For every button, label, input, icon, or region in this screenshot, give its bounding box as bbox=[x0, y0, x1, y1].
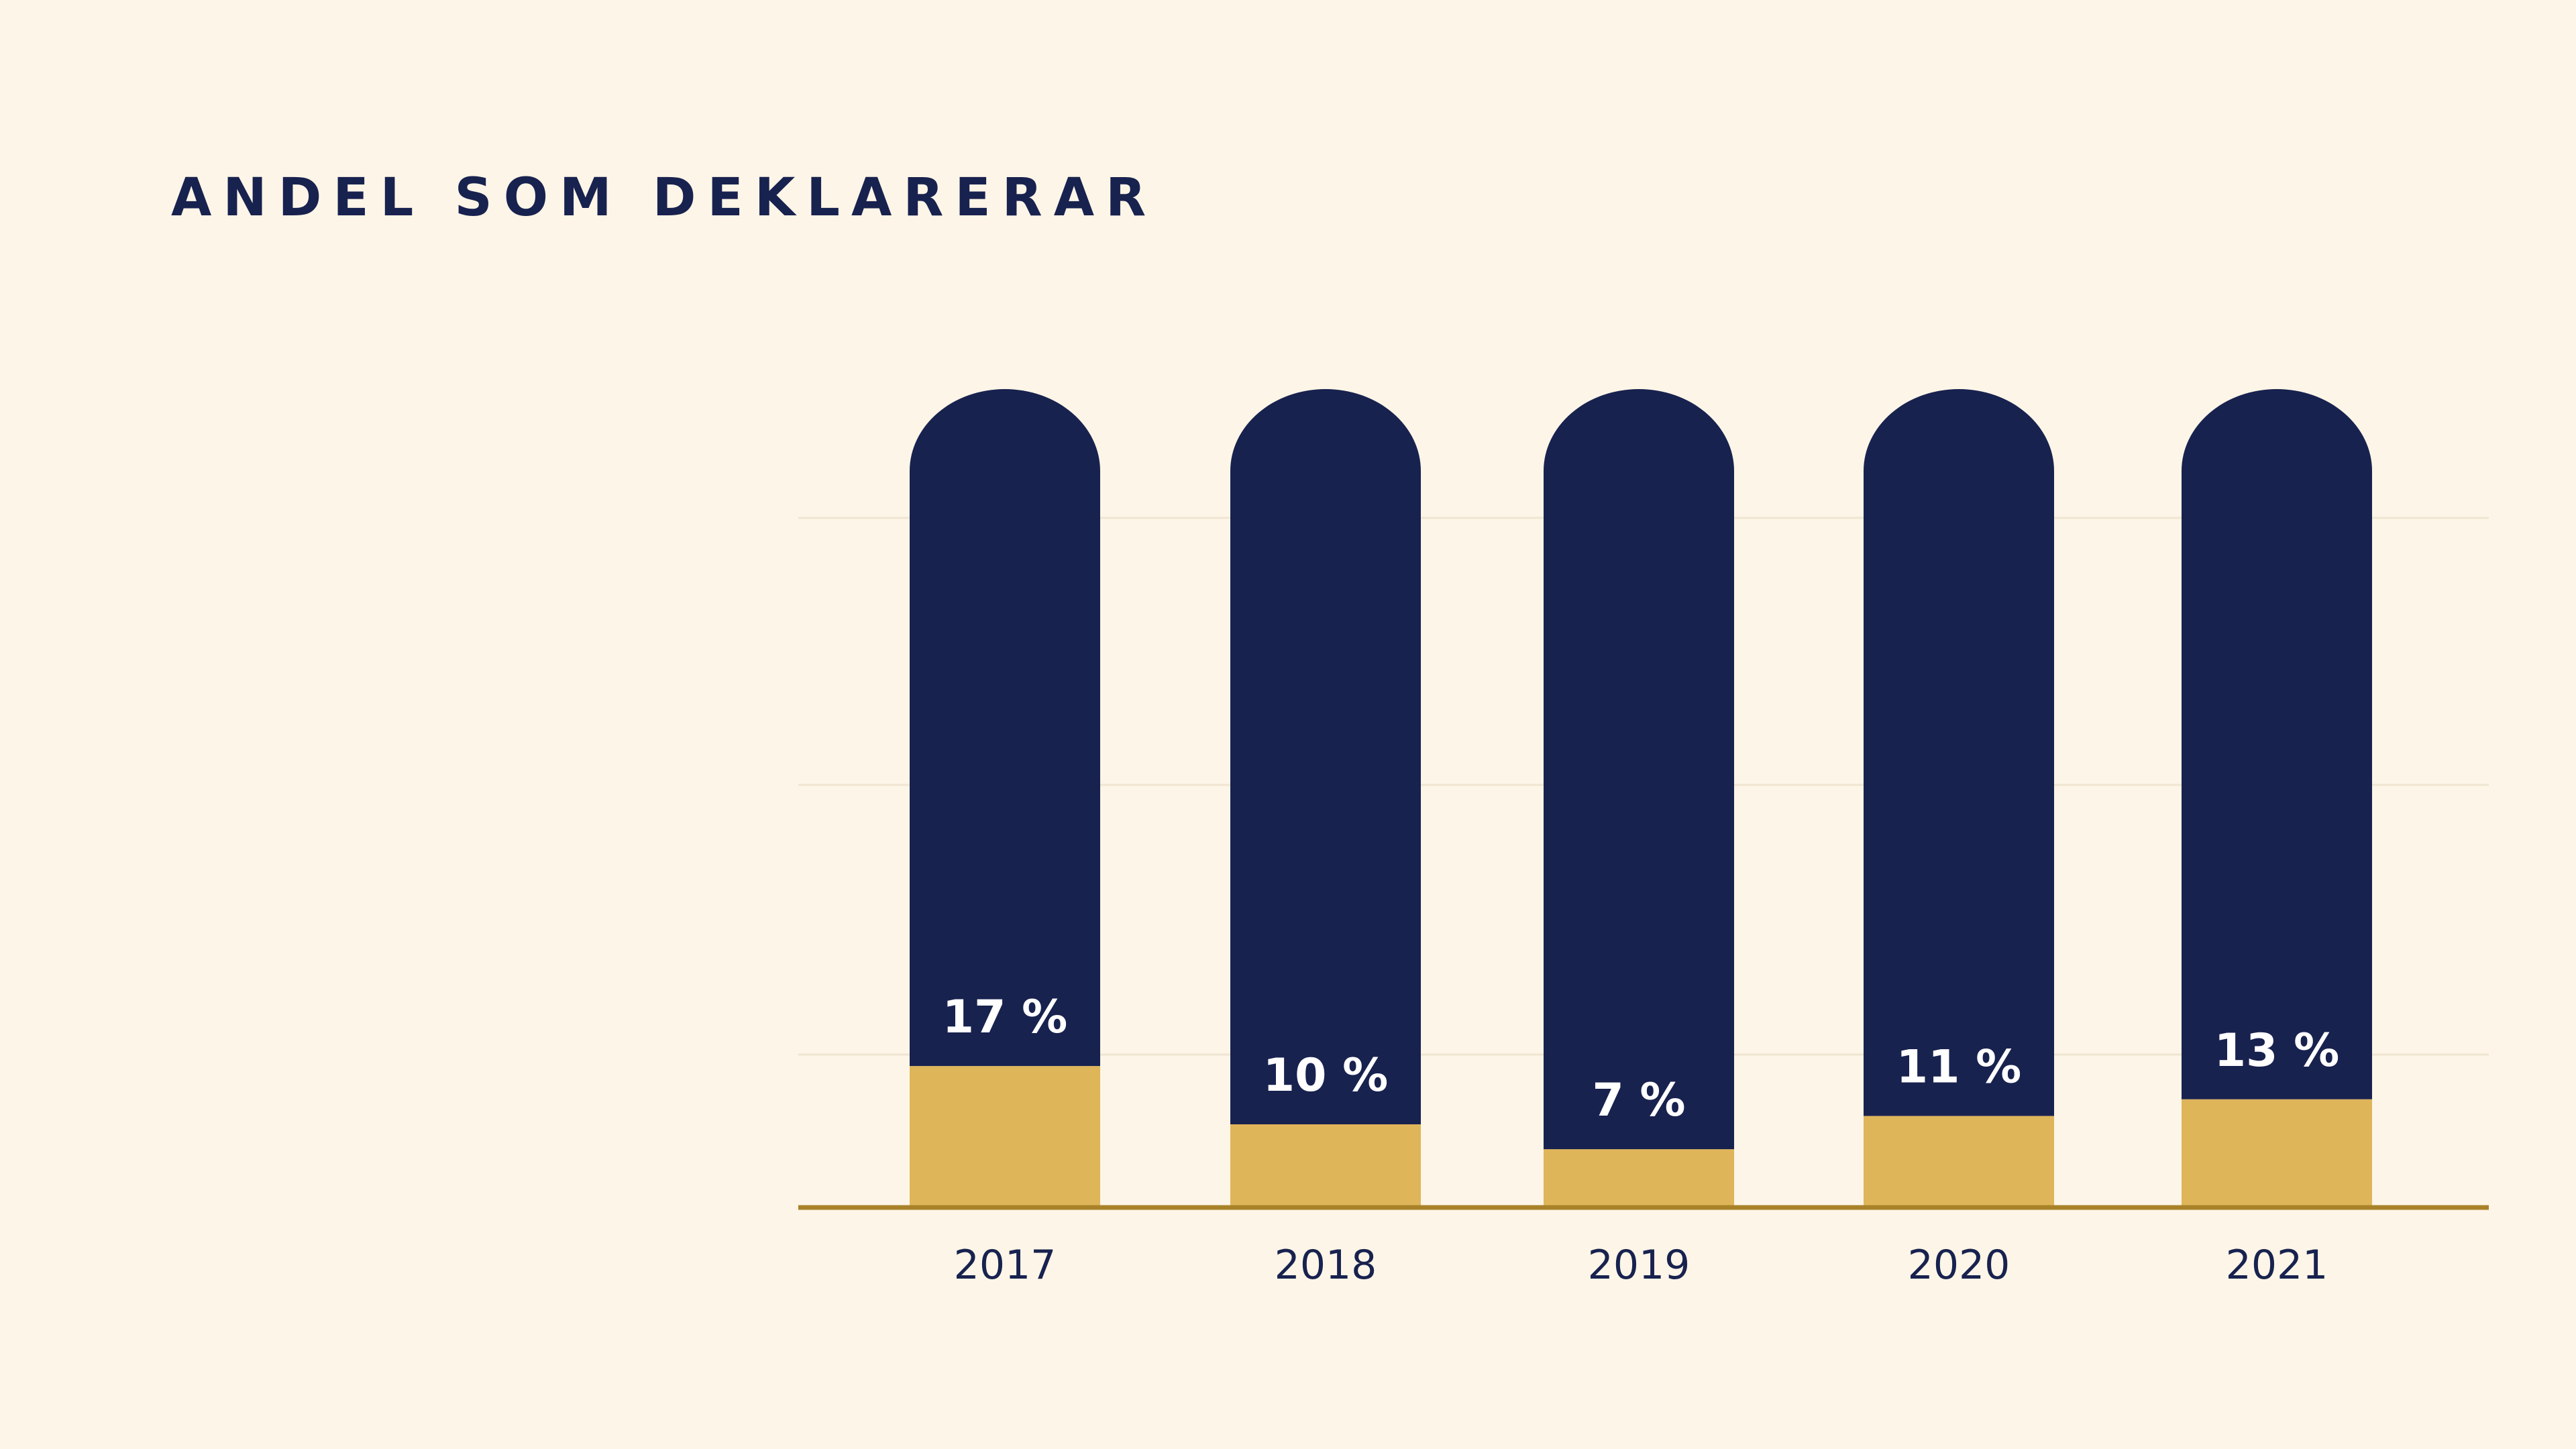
bar-remainder-segment bbox=[1864, 389, 2054, 1116]
x-tick-label: 2017 bbox=[954, 1242, 1057, 1289]
chart-title: ANDEL SOM DEKLARERAR bbox=[171, 168, 1158, 228]
bar-value-label: 7 % bbox=[1592, 1074, 1685, 1127]
bar-remainder-segment bbox=[1230, 389, 1421, 1124]
bar-remainder-segment bbox=[1544, 389, 1734, 1150]
bar-value-labels: 17 % 10 % 7 % 11 % 13 % bbox=[943, 991, 2339, 1127]
bar-value-label: 17 % bbox=[943, 991, 1067, 1044]
bar-value-segment bbox=[2182, 1099, 2372, 1208]
bar-value-segment bbox=[1864, 1116, 2054, 1208]
bar-remainder-segment bbox=[2182, 389, 2372, 1099]
bar-value-label: 10 % bbox=[1263, 1049, 1388, 1102]
bar-value-label: 13 % bbox=[2214, 1024, 2339, 1077]
x-tick-label: 2020 bbox=[1908, 1242, 2010, 1289]
bar-value-label: 11 % bbox=[1896, 1041, 2021, 1094]
bar-value-segment bbox=[1230, 1124, 1421, 1208]
bar-remainder-segment bbox=[910, 389, 1100, 1067]
x-tick-label: 2019 bbox=[1588, 1242, 1690, 1289]
bars bbox=[910, 389, 2372, 1208]
x-axis: 2017 2018 2019 2020 2021 bbox=[798, 1205, 2489, 1289]
bar-value-segment bbox=[910, 1066, 1100, 1208]
x-tick-label: 2021 bbox=[2226, 1242, 2328, 1289]
x-tick-label: 2018 bbox=[1275, 1242, 1377, 1289]
bar-value-segment bbox=[1544, 1149, 1734, 1208]
